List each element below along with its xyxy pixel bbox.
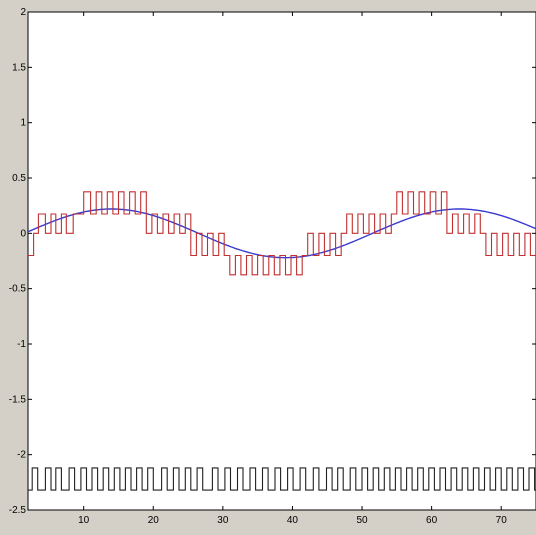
y-tick-label: 2 [20, 7, 26, 18]
x-tick-labels: 10 20 30 40 50 60 70 [78, 515, 507, 526]
y-tick-label: -2.5 [9, 505, 27, 516]
y-tick-label: 1 [20, 118, 26, 129]
y-tick-label: 1.5 [12, 62, 26, 73]
y-tick-label: -1.5 [9, 394, 27, 405]
y-tick-label: -2 [17, 450, 26, 461]
axes-box [27, 11, 536, 511]
x-tick-label: 50 [356, 515, 368, 526]
x-tick-label: 70 [496, 515, 508, 526]
x-tick-label: 60 [426, 515, 438, 526]
x-tick-label: 40 [287, 515, 299, 526]
pwm-staircase-series-line [28, 191, 536, 276]
plot-area [28, 191, 536, 491]
pulse-train-series-line [28, 467, 536, 491]
y-tick-label: 0.5 [12, 173, 26, 184]
x-tick-label: 30 [217, 515, 229, 526]
y-tick-labels: 2 1.5 1 0.5 0 -0.5 -1 -1.5 -2 -2.5 [9, 7, 27, 516]
y-tick-label: -0.5 [9, 284, 27, 295]
y-tick-label: 0 [20, 228, 26, 239]
y-tick-label: -1 [17, 339, 26, 350]
x-tick-label: 20 [148, 515, 160, 526]
x-tick-label: 10 [78, 515, 90, 526]
tick-marks [28, 11, 536, 511]
